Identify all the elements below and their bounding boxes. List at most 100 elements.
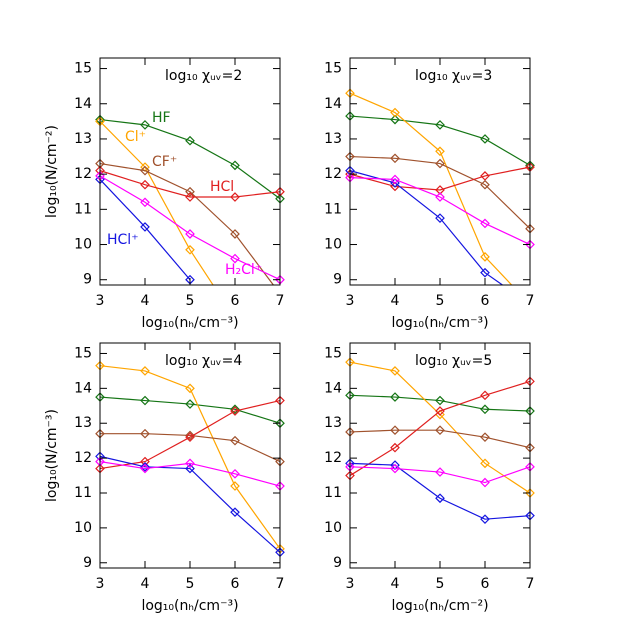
x-tick-label: 3 xyxy=(96,293,105,309)
data-point xyxy=(230,406,240,416)
y-tick-label: 12 xyxy=(324,166,342,182)
data-point xyxy=(480,477,490,488)
y-tick-label: 11 xyxy=(324,201,342,217)
data-point xyxy=(390,425,400,436)
data-point xyxy=(390,392,400,402)
data-point xyxy=(480,390,490,401)
axes-box xyxy=(99,57,281,286)
x-tick-label: 6 xyxy=(231,576,240,592)
data-point xyxy=(435,395,445,406)
x-tick-label: 3 xyxy=(96,576,105,592)
y-tick-label: 10 xyxy=(324,520,342,536)
x-tick-label: 4 xyxy=(391,576,400,592)
data-point xyxy=(390,366,400,376)
x-tick-label: 4 xyxy=(141,293,150,309)
data-point xyxy=(140,461,150,472)
data-point xyxy=(435,213,445,223)
y-tick-label: 10 xyxy=(74,237,92,253)
data-point xyxy=(230,468,240,479)
x-tick-label: 6 xyxy=(231,293,240,309)
y-tick-label: 15 xyxy=(324,61,342,77)
x-tick-label: 4 xyxy=(141,576,150,592)
x-tick-label: 4 xyxy=(391,293,400,309)
axes-box xyxy=(99,342,281,569)
series-line xyxy=(99,365,281,550)
series-line xyxy=(349,155,531,230)
x-axis-label: log₁₀(nₕ/cm⁻³) xyxy=(391,315,488,331)
data-point xyxy=(185,383,195,394)
data-point xyxy=(185,244,195,255)
series-line xyxy=(349,361,531,494)
data-point xyxy=(140,366,150,376)
series-label: H₂Cl⁺ xyxy=(225,262,262,278)
x-axis-label: log₁₀(nₕ/cm⁻³) xyxy=(141,598,238,614)
data-point xyxy=(230,229,240,239)
y-tick-label: 13 xyxy=(74,415,92,431)
series-line xyxy=(349,166,531,191)
axes-box xyxy=(349,57,531,286)
y-tick-label: 15 xyxy=(324,345,342,361)
y-tick-label: 9 xyxy=(333,555,342,571)
series-line xyxy=(349,429,531,449)
series-line xyxy=(99,399,281,470)
data-point xyxy=(185,192,195,202)
x-tick-label: 5 xyxy=(186,576,195,592)
y-tick-label: 11 xyxy=(74,485,92,501)
series-line xyxy=(349,394,531,412)
series-line xyxy=(99,179,191,281)
series-label: CF⁺ xyxy=(152,154,177,170)
x-tick-label: 7 xyxy=(276,293,285,309)
series-label: Cl⁺ xyxy=(125,129,146,145)
panel-title: log₁₀ χᵤᵥ=4 xyxy=(165,353,242,369)
data-point xyxy=(185,430,195,441)
y-axis-label: log₁₀(N/cm⁻³) xyxy=(44,409,60,502)
data-point xyxy=(140,197,150,208)
data-point xyxy=(480,179,490,190)
x-tick-label: 7 xyxy=(526,576,535,592)
x-tick-label: 6 xyxy=(481,576,490,592)
y-tick-label: 13 xyxy=(324,131,342,147)
data-point xyxy=(435,185,445,195)
y-tick-label: 13 xyxy=(74,131,92,147)
data-point xyxy=(185,186,195,197)
series-line xyxy=(349,462,531,520)
panel-title: log₁₀ χᵤᵥ=3 xyxy=(415,68,492,84)
data-point xyxy=(140,179,150,190)
data-point xyxy=(480,514,490,525)
data-point xyxy=(185,229,195,239)
data-point xyxy=(185,135,195,146)
data-point xyxy=(480,404,490,415)
y-tick-label: 14 xyxy=(74,96,92,112)
y-tick-label: 15 xyxy=(74,61,92,77)
data-point xyxy=(480,134,490,144)
data-point xyxy=(435,158,445,169)
series-line xyxy=(349,466,531,484)
plot-area xyxy=(345,88,535,285)
x-tick-label: 7 xyxy=(526,293,535,309)
data-point xyxy=(480,432,490,443)
y-tick-label: 14 xyxy=(324,380,342,396)
series-line xyxy=(99,162,275,285)
data-point xyxy=(230,404,240,415)
y-tick-label: 9 xyxy=(83,555,92,571)
x-tick-label: 3 xyxy=(346,293,355,309)
data-point xyxy=(435,120,445,130)
data-point xyxy=(480,171,490,181)
data-point xyxy=(140,395,150,406)
y-tick-label: 13 xyxy=(324,415,342,431)
y-tick-label: 12 xyxy=(324,450,342,466)
data-point xyxy=(230,160,240,171)
series-line xyxy=(99,455,281,553)
y-tick-label: 9 xyxy=(83,272,92,288)
data-point xyxy=(140,456,150,467)
series-label: HF xyxy=(152,110,171,126)
x-axis-label: log₁₀(nₕ/cm⁻²) xyxy=(391,598,488,614)
data-point xyxy=(390,153,400,164)
series-line xyxy=(99,120,214,285)
data-point xyxy=(435,467,445,477)
data-point xyxy=(140,120,150,130)
data-point xyxy=(480,267,490,278)
data-point xyxy=(480,458,490,469)
data-point xyxy=(185,463,195,474)
